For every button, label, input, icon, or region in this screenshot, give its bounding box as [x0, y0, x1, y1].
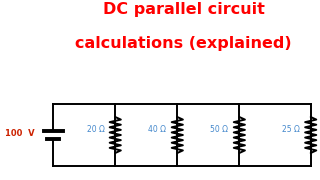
Text: 40 Ω: 40 Ω	[148, 125, 166, 134]
Text: 20 Ω: 20 Ω	[86, 125, 104, 134]
Text: 25 Ω: 25 Ω	[282, 125, 300, 134]
Text: 50 Ω: 50 Ω	[211, 125, 228, 134]
Text: calculations (explained): calculations (explained)	[75, 36, 292, 51]
Text: 100  V: 100 V	[5, 129, 35, 138]
Text: DC parallel circuit: DC parallel circuit	[103, 2, 264, 17]
